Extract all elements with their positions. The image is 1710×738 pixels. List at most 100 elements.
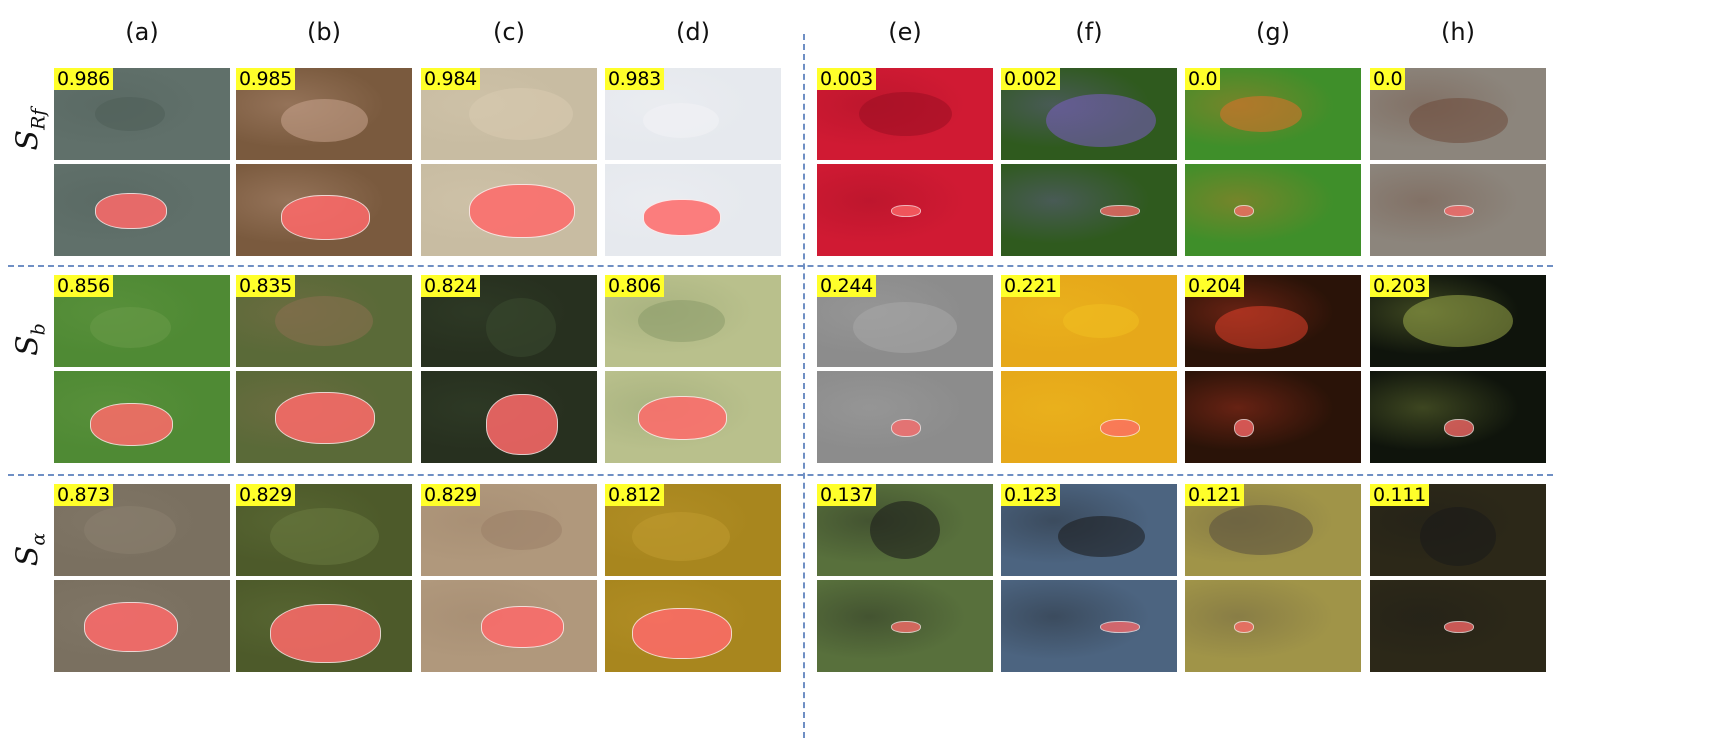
tile-background [1185, 371, 1361, 463]
horizontal-separator [8, 474, 1553, 476]
row-label-sub: α [27, 532, 50, 546]
row-label-main: S [10, 335, 46, 356]
segmentation-mask [1444, 205, 1474, 217]
column-header: (e) [888, 18, 922, 46]
tile-background [1185, 580, 1361, 672]
object-silhouette [643, 102, 719, 138]
mask-overlay-tile [1185, 580, 1361, 672]
mask-overlay-tile [817, 371, 993, 463]
input-image-tile: 0.873 [54, 484, 230, 576]
row-label-sub: b [27, 323, 50, 336]
input-image-tile: 0.835 [236, 275, 412, 367]
score-badge: 0.221 [1001, 275, 1060, 297]
column-header: (c) [493, 18, 525, 46]
mask-overlay-tile [605, 580, 781, 672]
tile-background [1185, 164, 1361, 256]
input-image-tile: 0.221 [1001, 275, 1177, 367]
mask-overlay-tile [1185, 164, 1361, 256]
segmentation-mask [480, 606, 564, 648]
object-silhouette [95, 97, 165, 131]
column-header: (d) [676, 18, 710, 46]
tile-background [1001, 371, 1177, 463]
input-image-tile: 0.203 [1370, 275, 1546, 367]
score-badge: 0.873 [54, 484, 113, 506]
object-silhouette [280, 98, 368, 142]
row-label: SRf [11, 104, 50, 156]
score-badge: 0.137 [817, 484, 876, 506]
column-header: (g) [1256, 18, 1290, 46]
mask-overlay-tile [1001, 164, 1177, 256]
segmentation-mask [1100, 621, 1140, 633]
mask-overlay-tile [1370, 164, 1546, 256]
score-badge: 0.121 [1185, 484, 1244, 506]
tile-background [817, 371, 993, 463]
input-image-tile: 0.812 [605, 484, 781, 576]
input-image-tile: 0.204 [1185, 275, 1361, 367]
segmentation-mask [637, 396, 727, 440]
segmentation-mask [891, 205, 921, 217]
row-label-sub: Rf [27, 108, 50, 130]
row-label-main: S [10, 545, 46, 567]
object-silhouette [853, 301, 957, 353]
score-badge: 0.856 [54, 275, 113, 297]
vertical-separator [803, 34, 805, 738]
mask-overlay-tile [236, 164, 412, 256]
input-image-tile: 0.829 [236, 484, 412, 576]
input-image-tile: 0.856 [54, 275, 230, 367]
object-silhouette [1063, 304, 1139, 338]
segmentation-mask [1234, 621, 1254, 633]
segmentation-mask [269, 603, 381, 663]
object-silhouette [637, 300, 725, 342]
object-silhouette [1214, 305, 1308, 349]
mask-overlay-tile [1185, 371, 1361, 463]
mask-overlay-tile [817, 164, 993, 256]
column-header: (f) [1075, 18, 1103, 46]
object-silhouette [1209, 505, 1313, 555]
segmentation-mask [1234, 205, 1254, 217]
mask-overlay-tile [1370, 371, 1546, 463]
score-badge: 0.829 [421, 484, 480, 506]
segmentation-mask [1234, 419, 1254, 437]
segmentation-mask [89, 402, 173, 446]
object-silhouette [870, 501, 940, 559]
object-silhouette [269, 507, 379, 565]
object-silhouette [1408, 97, 1508, 143]
tile-background [54, 164, 230, 256]
tile-background [605, 371, 781, 463]
score-badge: 0.244 [817, 275, 876, 297]
score-badge: 0.812 [605, 484, 664, 506]
input-image-tile: 0.985 [236, 68, 412, 160]
score-badge: 0.203 [1370, 275, 1429, 297]
column-header: (a) [125, 18, 159, 46]
segmentation-mask [84, 602, 178, 652]
segmentation-mask [280, 194, 370, 240]
column-header: (h) [1441, 18, 1475, 46]
object-silhouette [486, 297, 556, 357]
score-badge: 0.0 [1370, 68, 1406, 90]
score-badge: 0.0 [1185, 68, 1221, 90]
object-silhouette [1057, 515, 1145, 557]
mask-overlay-tile [54, 164, 230, 256]
mask-overlay-tile [54, 371, 230, 463]
tile-background [54, 580, 230, 672]
score-badge: 0.985 [236, 68, 295, 90]
mask-overlay-tile [1001, 580, 1177, 672]
mask-overlay-tile [605, 371, 781, 463]
input-image-tile: 0.984 [421, 68, 597, 160]
segmentation-mask [891, 621, 921, 633]
score-badge: 0.123 [1001, 484, 1060, 506]
segmentation-mask [891, 419, 921, 437]
tile-background [1001, 580, 1177, 672]
mask-overlay-tile [1001, 371, 1177, 463]
object-silhouette [858, 92, 952, 136]
mask-overlay-tile [1370, 580, 1546, 672]
score-badge: 0.002 [1001, 68, 1060, 90]
segmentation-mask [275, 392, 375, 444]
row-label: Sb [11, 314, 50, 366]
object-silhouette [1403, 295, 1513, 347]
mask-overlay-tile [421, 371, 597, 463]
object-silhouette [84, 506, 176, 554]
mask-overlay-tile [421, 580, 597, 672]
mask-overlay-tile [236, 371, 412, 463]
